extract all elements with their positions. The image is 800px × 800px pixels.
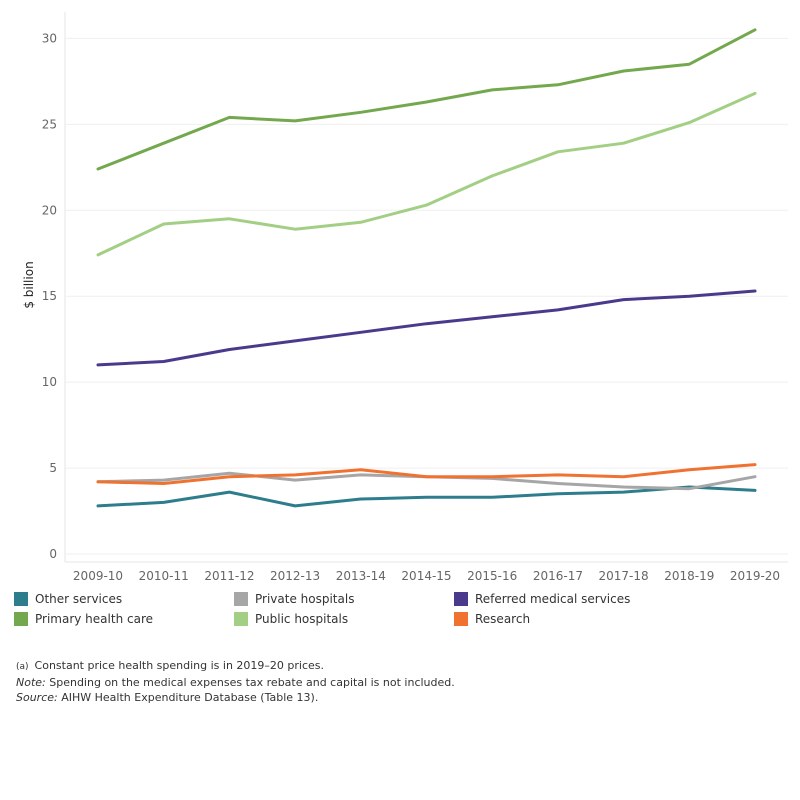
legend-swatch (14, 612, 28, 626)
y-tick-label: 0 (49, 547, 57, 561)
series-line-public-hospitals (96, 91, 757, 257)
legend-swatch (454, 612, 468, 626)
legend-label: Primary health care (35, 612, 153, 626)
gridlines (64, 12, 788, 563)
legend-item: Referred medical services (454, 592, 630, 606)
legend-swatch (234, 592, 248, 606)
x-tick-label: 2018-19 (664, 569, 714, 583)
x-tick-label: 2016-17 (533, 569, 583, 583)
series-lines (96, 28, 757, 508)
y-tick-label: 15 (42, 289, 57, 303)
footnote: (a) Constant price health spending is in … (16, 658, 455, 675)
y-tick-label: 30 (42, 31, 57, 45)
legend-label: Research (475, 612, 531, 626)
source: Source: AIHW Health Expenditure Database… (16, 690, 455, 705)
legend-swatch (454, 592, 468, 606)
x-tick-label: 2012-13 (270, 569, 320, 583)
y-tick-label: 20 (42, 203, 57, 217)
series-line-referred-medical-services (96, 289, 757, 367)
legend-item: Primary health care (14, 612, 153, 626)
x-tick-label: 2017-18 (599, 569, 649, 583)
legend-swatch (14, 592, 28, 606)
y-axis-ticks: 0 5 10 15 20 25 30 (42, 31, 57, 561)
y-tick-label: 5 (49, 461, 57, 475)
y-tick-label: 25 (42, 117, 57, 131)
series-line-research (96, 463, 757, 485)
x-axis-ticks: 2009-10 2010-11 2011-12 2012-13 2013-14 2014-… (73, 569, 780, 583)
x-tick-label: 2010-11 (139, 569, 189, 583)
line-chart: 0 5 10 15 20 25 30 2009-10 2010-11 2011-12 2012-1… (22, 12, 788, 583)
legend-label: Other services (35, 592, 123, 606)
legend-item: Other services (14, 592, 122, 606)
chart-notes: (a) Constant price health spending is in … (16, 658, 455, 705)
source-label: Source: (16, 691, 58, 704)
series-line-primary-health-care (96, 28, 757, 171)
x-tick-label: 2013-14 (336, 569, 386, 583)
y-tick-label: 10 (42, 375, 57, 389)
footnote-text: Constant price health spending is in 201… (34, 659, 325, 672)
x-tick-label: 2009-10 (73, 569, 123, 583)
legend-swatch (234, 612, 248, 626)
note: Note: Spending on the medical expenses t… (16, 675, 455, 690)
legend-item: Private hospitals (234, 592, 354, 606)
legend-label: Referred medical services (475, 592, 631, 606)
x-tick-label: 2015-16 (467, 569, 517, 583)
footnote-marker: (a) (16, 662, 29, 672)
source-text: AIHW Health Expenditure Database (Table … (57, 691, 319, 704)
note-text: Spending on the medical expenses tax reb… (45, 676, 455, 689)
y-axis-label: $ billion (22, 261, 36, 308)
legend-item: Research (454, 612, 530, 626)
x-tick-label: 2011-12 (204, 569, 254, 583)
series-line-other-services (96, 485, 757, 508)
legend-label: Public hospitals (255, 612, 349, 626)
x-tick-label: 2019-20 (730, 569, 780, 583)
x-tick-label: 2014-15 (401, 569, 451, 583)
legend-label: Private hospitals (255, 592, 355, 606)
legend-item: Public hospitals (234, 612, 348, 626)
note-label: Note: (16, 676, 46, 689)
